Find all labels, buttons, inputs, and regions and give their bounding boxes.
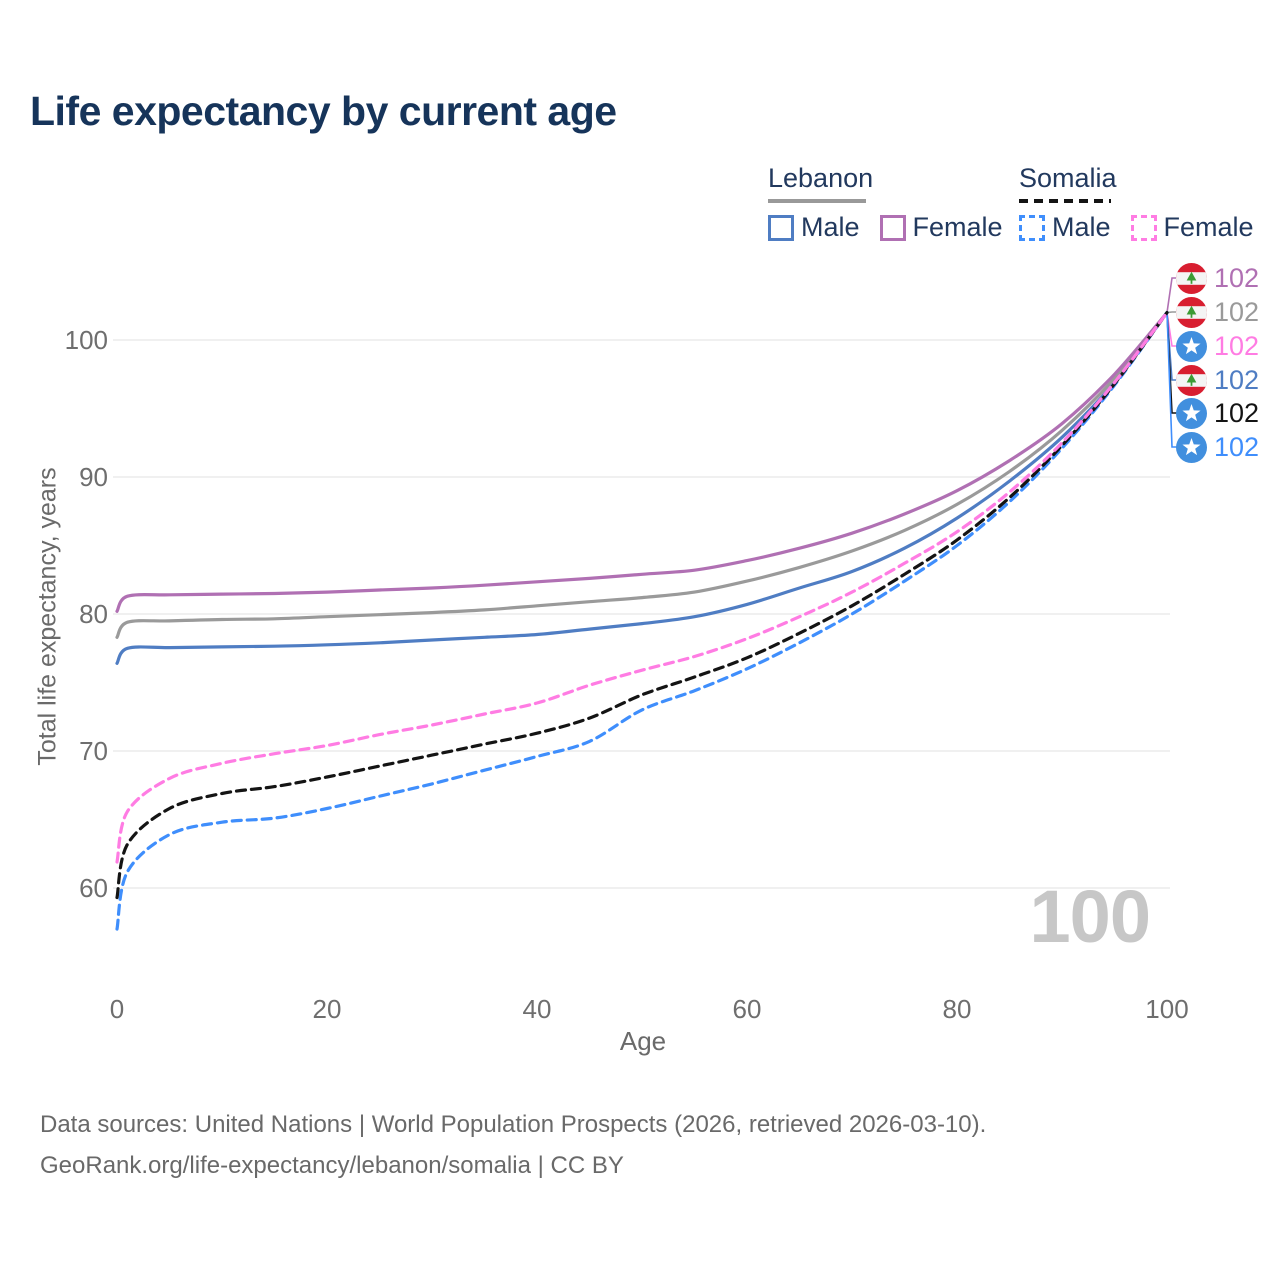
end-label-row: 102	[1176, 296, 1259, 328]
legend-item-somalia-male[interactable]: Male	[1019, 212, 1111, 243]
somalia-flag-icon	[1176, 431, 1207, 463]
legend-item-label: Male	[801, 212, 860, 242]
y-axis-title: Total life expectancy, years	[33, 467, 62, 766]
legend-item-label: Female	[912, 212, 1003, 242]
lebanon-flag-icon	[1176, 296, 1207, 328]
somalia-female-swatch-icon	[1130, 214, 1157, 241]
end-label-row: 102	[1176, 262, 1259, 294]
end-label-value: 102	[1214, 296, 1260, 327]
svg-text:80: 80	[79, 599, 108, 629]
end-label-row: 102	[1176, 330, 1259, 362]
svg-text:90: 90	[79, 462, 108, 492]
data-sources-line: Data sources: United Nations | World Pop…	[40, 1111, 987, 1138]
end-label-value: 102	[1214, 330, 1260, 361]
end-label-row: 102	[1176, 364, 1259, 396]
lebanon-flag-icon	[1176, 364, 1207, 396]
series-lines	[115, 311, 1169, 931]
legend-group-somalia: Somalia Male Female	[1019, 163, 1274, 243]
lebanon-flag-icon	[1176, 262, 1207, 294]
svg-text:70: 70	[79, 736, 108, 766]
series-line-somalia-female	[115, 311, 1169, 864]
lebanon-female-swatch-icon	[879, 214, 906, 241]
legend-somalia-underline	[1019, 199, 1111, 203]
legend-item-somalia-female[interactable]: Female	[1130, 212, 1254, 243]
somalia-male-swatch-icon	[1019, 214, 1045, 241]
x-axis-title: Age	[619, 1026, 667, 1056]
svg-text:0: 0	[110, 994, 124, 1024]
legend-group-lebanon: Lebanon Male Female	[768, 163, 1023, 243]
svg-text:80: 80	[943, 994, 972, 1024]
svg-text:40: 40	[523, 994, 552, 1024]
axis-tick-labels: 60 70 80 90 100 0 20 40 60 80 100	[65, 325, 1189, 1024]
end-label-value: 102	[1214, 431, 1260, 462]
svg-text:20: 20	[313, 994, 342, 1024]
svg-text:100: 100	[1145, 994, 1188, 1024]
legend-item-lebanon-male[interactable]: Male	[768, 212, 860, 243]
end-label-value: 102	[1214, 364, 1260, 395]
series-line-somalia	[115, 311, 1169, 900]
series-line-lebanon	[115, 311, 1169, 639]
somalia-flag-icon	[1176, 330, 1207, 362]
legend-lebanon-header[interactable]: Lebanon	[768, 163, 874, 193]
legend-item-label: Female	[1163, 212, 1254, 242]
legend-lebanon-underline	[768, 199, 866, 203]
series-line-lebanon-female	[115, 311, 1169, 613]
somalia-flag-icon	[1176, 397, 1207, 429]
svg-text:60: 60	[79, 873, 108, 903]
gridlines	[113, 339, 1170, 889]
page-title: Life expectancy by current age	[30, 88, 617, 134]
svg-text:100: 100	[65, 325, 108, 355]
footer: Data sources: United Nations | World Pop…	[40, 1104, 986, 1186]
series-leader-lines	[1166, 277, 1177, 448]
attribution-line: GeoRank.org/life-expectancy/lebanon/soma…	[40, 1152, 624, 1179]
lebanon-male-swatch-icon	[768, 214, 794, 241]
series-line-lebanon-male	[115, 311, 1169, 665]
end-label-row: 102	[1176, 431, 1259, 463]
legend-item-lebanon-female[interactable]: Female	[879, 212, 1003, 243]
svg-text:60: 60	[733, 994, 762, 1024]
age-counter: 100	[1029, 875, 1151, 958]
legend-item-label: Male	[1052, 212, 1111, 242]
end-label-row: 102	[1176, 397, 1259, 429]
series-line-somalia-male	[115, 311, 1169, 931]
end-label-value: 102	[1214, 397, 1260, 428]
end-label-value: 102	[1214, 262, 1260, 293]
legend-somalia-header[interactable]: Somalia	[1019, 163, 1117, 193]
